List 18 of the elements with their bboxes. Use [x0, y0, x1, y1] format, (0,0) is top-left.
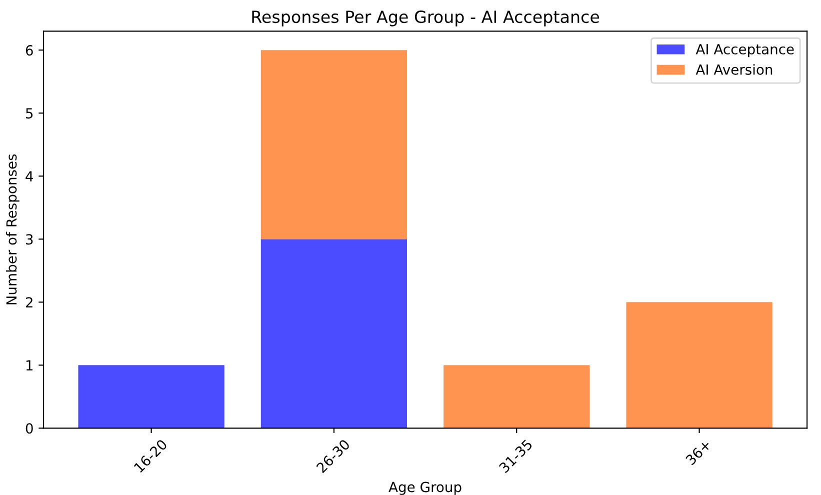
bar — [444, 365, 590, 428]
legend-label: AI Acceptance — [696, 44, 794, 58]
x-axis-title: Age Group — [388, 482, 462, 495]
y-tick-label: 1 — [26, 360, 33, 370]
y-tick-label: 5 — [26, 108, 33, 119]
chart-title: Responses Per Age Group - AI Acceptance — [252, 10, 600, 26]
legend-label: AI Aversion — [696, 64, 772, 75]
y-tick-label: 4 — [26, 171, 34, 182]
bar — [260, 239, 408, 428]
y-tick-label: 6 — [26, 45, 33, 56]
y-axis-title: Number of Responses — [6, 154, 20, 304]
y-tick-label: 2 — [26, 297, 32, 308]
bar — [260, 50, 408, 240]
bar — [626, 302, 772, 428]
x-tick-label: 36+ — [685, 439, 712, 466]
y-tick-label: 3 — [26, 234, 33, 245]
bar — [78, 365, 224, 428]
y-tick-label: 0 — [26, 423, 33, 434]
